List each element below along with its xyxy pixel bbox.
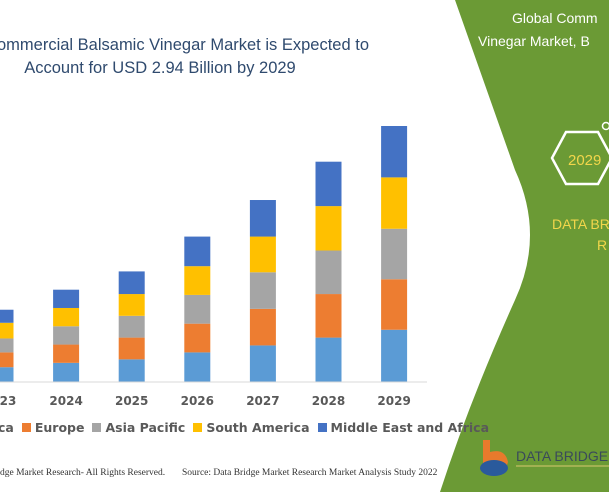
bar-segment bbox=[381, 329, 408, 382]
bar-segment bbox=[249, 200, 276, 237]
bar-segment bbox=[249, 345, 276, 382]
legend-item: South America bbox=[193, 420, 310, 435]
bar-segment bbox=[315, 161, 342, 207]
legend-label: Asia Pacific bbox=[105, 420, 186, 435]
legend-label: ca bbox=[0, 420, 14, 435]
hex-year: 2029 bbox=[568, 152, 601, 169]
bar-segment bbox=[249, 272, 276, 309]
bar-segment bbox=[184, 236, 211, 267]
bar-segment bbox=[381, 126, 408, 178]
bar-segment bbox=[249, 236, 276, 273]
legend-label: South America bbox=[206, 420, 310, 435]
bar-segment bbox=[184, 323, 211, 353]
logo-text: DATA BRIDGE bbox=[516, 448, 608, 464]
bar-segment bbox=[315, 294, 342, 338]
x-tick-label: 2027 bbox=[246, 394, 279, 408]
x-tick-label: 23 bbox=[0, 394, 16, 408]
legend-swatch bbox=[92, 423, 102, 432]
x-tick-label: 2024 bbox=[49, 394, 82, 408]
source-text: Source: Data Bridge Market Research Mark… bbox=[182, 468, 438, 478]
x-tick-label: 2028 bbox=[312, 394, 345, 408]
bar-segment bbox=[53, 362, 80, 382]
bar-segment bbox=[53, 289, 80, 308]
bar-segment bbox=[53, 326, 80, 345]
panel-heading-line2: Vinegar Market, B bbox=[478, 33, 590, 49]
bar-segment bbox=[184, 266, 211, 295]
title-line2: Account for USD 2.94 Billion by 2029 bbox=[24, 59, 296, 77]
bar-segment bbox=[315, 250, 342, 295]
bar-segment bbox=[315, 206, 342, 251]
bar-segment bbox=[118, 271, 145, 295]
legend-swatch bbox=[193, 423, 203, 432]
panel-heading-line1: Global Comm bbox=[512, 10, 598, 26]
bar-segment bbox=[249, 308, 276, 346]
hexagon-icon bbox=[550, 130, 609, 186]
copyright-text: dge Market Research- All Rights Reserved… bbox=[0, 468, 166, 478]
bar-segment bbox=[381, 177, 408, 229]
bar-segment bbox=[0, 367, 14, 382]
bar-segment bbox=[118, 294, 145, 316]
legend-label: Middle East and Africa bbox=[330, 420, 490, 435]
bar-segment bbox=[53, 344, 80, 363]
dot-icon bbox=[601, 121, 609, 131]
legend-item: Asia Pacific bbox=[92, 420, 185, 435]
bar-segment bbox=[184, 352, 211, 382]
bar-segment bbox=[184, 294, 211, 324]
legend-item: ca bbox=[0, 420, 14, 435]
data-bridge-logo: DATA BRIDGE bbox=[480, 440, 609, 476]
chart-title: ommercial Balsamic Vinegar Market is Exp… bbox=[0, 34, 380, 80]
bar-segment bbox=[118, 315, 145, 338]
green-panel-shape bbox=[440, 0, 609, 492]
bar-segment bbox=[0, 352, 14, 368]
legend-swatch bbox=[21, 423, 31, 432]
legend-swatch bbox=[317, 423, 327, 432]
bar-segment bbox=[118, 337, 145, 360]
legend-item: Europe bbox=[21, 420, 85, 435]
panel-brand-line2: R bbox=[597, 237, 607, 253]
bar-segment bbox=[381, 228, 408, 280]
title-line1: ommercial Balsamic Vinegar Market is Exp… bbox=[0, 36, 369, 54]
bar-segment bbox=[315, 337, 342, 382]
bar-segment bbox=[53, 307, 80, 327]
bar-segment bbox=[0, 338, 14, 353]
stacked-bar-chart: 23 2024 2025 2026 2027 2028 2029 bbox=[0, 126, 427, 408]
bar-segment bbox=[381, 279, 408, 330]
chart-legend: ca Europe Asia Pacific South America Mid… bbox=[0, 420, 497, 435]
x-tick-label: 2026 bbox=[181, 394, 214, 408]
x-tick-label: 2029 bbox=[377, 394, 410, 408]
panel-brand-line1: DATA BR bbox=[552, 216, 609, 232]
bar-segment bbox=[118, 359, 145, 382]
legend-item: Middle East and Africa bbox=[317, 420, 490, 435]
bar-segment bbox=[0, 309, 14, 323]
bar-segment bbox=[0, 322, 14, 339]
x-tick-label: 2025 bbox=[115, 394, 148, 408]
legend-label: Europe bbox=[34, 420, 85, 435]
